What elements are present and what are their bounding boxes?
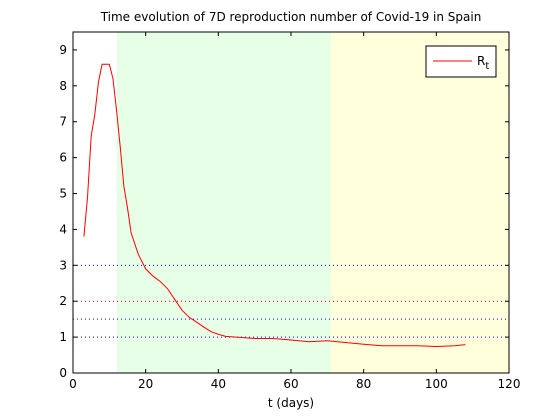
y-tick-label: 4 [59, 222, 67, 236]
shaded-region-1 [330, 32, 509, 373]
legend: Rt [425, 45, 497, 78]
series-layer [83, 63, 466, 347]
shaded-regions [116, 32, 509, 373]
y-tick-label: 8 [59, 79, 67, 93]
y-tick-label: 6 [59, 151, 67, 165]
x-tick-label: 100 [425, 377, 448, 391]
y-tick-label: 2 [59, 294, 67, 308]
x-axis-ticks: 0 20 40 60 80 100 120 [69, 32, 520, 391]
x-tick-label: 60 [283, 377, 298, 391]
x-tick-label: 20 [138, 377, 153, 391]
x-tick-label: 0 [69, 377, 77, 391]
legend-label-rt: Rt [477, 54, 489, 72]
y-tick-label: 9 [59, 43, 67, 57]
x-tick-label: 40 [211, 377, 226, 391]
y-tick-label: 7 [59, 115, 67, 129]
chart-title: Time evolution of 7D reproduction number… [100, 10, 482, 24]
reference-lines [73, 264, 509, 338]
x-axis-label: t (days) [268, 396, 314, 410]
y-tick-label: 5 [59, 187, 67, 201]
shaded-region-0 [116, 32, 331, 373]
x-tick-label: 120 [498, 377, 521, 391]
x-tick-label: 80 [356, 377, 371, 391]
series-line-0 [83, 63, 466, 347]
y-tick-label: 0 [59, 366, 67, 380]
y-tick-label: 1 [59, 330, 67, 344]
y-axis-ticks: 0 1 2 3 4 5 6 7 8 9 [59, 43, 509, 380]
legend-label-main: R [477, 54, 485, 68]
y-tick-label: 3 [59, 258, 67, 272]
legend-label-subscript: t [485, 61, 489, 72]
